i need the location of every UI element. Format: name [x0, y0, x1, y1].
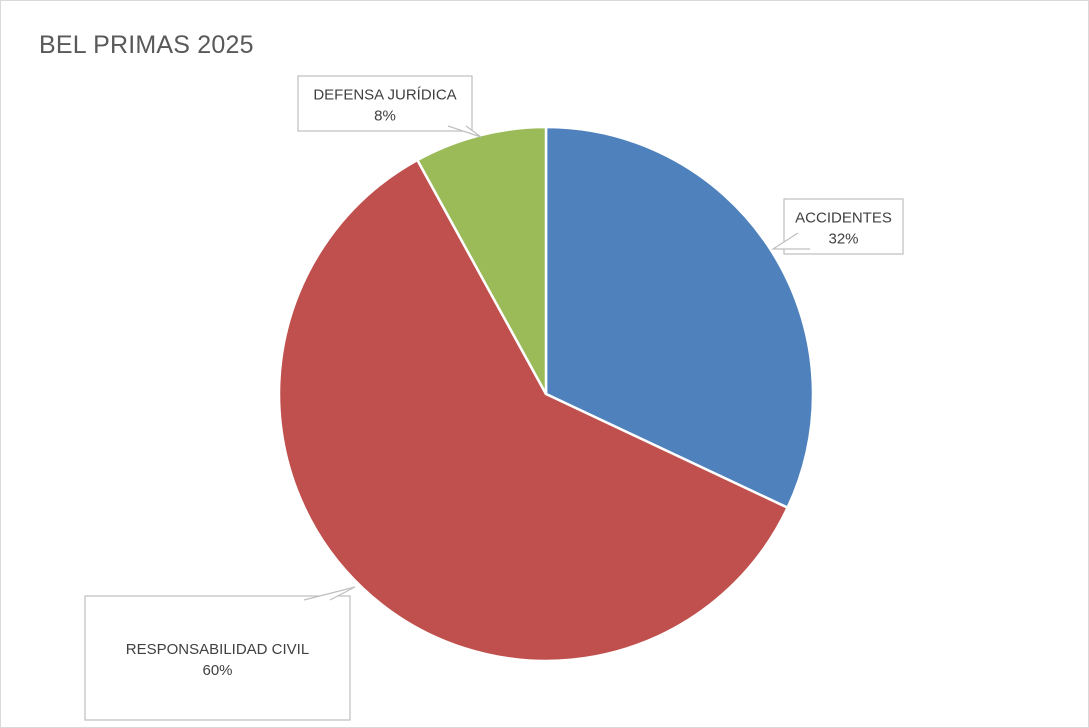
data-label-responsabilidad-civil: RESPONSABILIDAD CIVIL 60% [84, 586, 356, 721]
callout-pointer [447, 125, 482, 138]
data-label-category: ACCIDENTES [795, 210, 892, 227]
data-label-value: 60% [202, 662, 232, 679]
callout-box [84, 595, 351, 721]
data-label-category: DEFENSA JURÍDICA [313, 87, 456, 104]
chart-title: BEL PRIMAS 2025 [39, 31, 254, 59]
callout-pointer [770, 232, 810, 250]
data-label-value: 8% [374, 108, 396, 125]
callout-box [297, 75, 473, 132]
data-label-category: RESPONSABILIDAD CIVIL [126, 641, 309, 658]
data-label-defensa-juridica: DEFENSA JURÍDICA 8% [297, 75, 482, 138]
callout-pointer [303, 586, 356, 601]
data-label-accidentes: ACCIDENTES 32% [770, 198, 904, 255]
data-label-value: 32% [828, 231, 858, 248]
pie-slice-accidentes [544, 125, 815, 509]
pie-slice-responsabilidad-civil [277, 158, 789, 663]
